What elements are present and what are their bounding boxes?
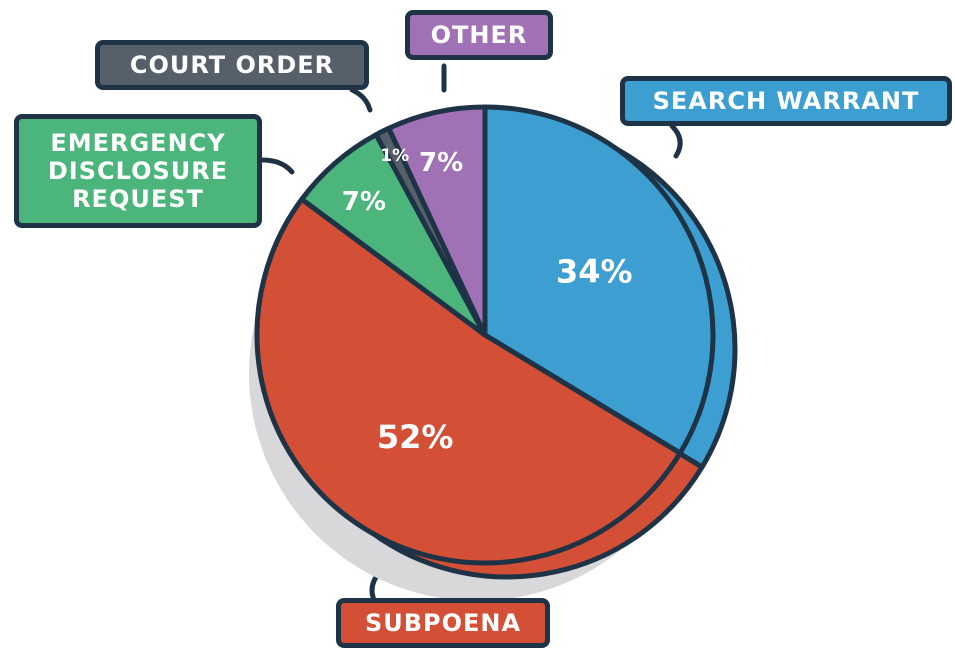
connector (349, 87, 373, 113)
value-labels: 34% 52% 7% 1% 7% (342, 146, 633, 456)
slice (482, 104, 716, 456)
category-label: OTHER (405, 10, 553, 60)
pie (254, 104, 716, 566)
slice (386, 104, 488, 338)
connector (259, 157, 295, 175)
value-label: 1% (380, 146, 409, 166)
category-label: COURT ORDER (95, 40, 369, 90)
value-label: 52% (377, 418, 454, 456)
category-label: SUBPOENA (336, 598, 550, 648)
value-label: 7% (342, 187, 386, 217)
slice (254, 196, 683, 566)
category-label: SEARCH WARRANT (620, 76, 952, 126)
category-label: EMERGENCY DISCLOSURE REQUEST (14, 114, 262, 228)
value-label: 7% (419, 148, 463, 178)
value-label: 34% (556, 252, 633, 290)
connector (669, 123, 683, 159)
